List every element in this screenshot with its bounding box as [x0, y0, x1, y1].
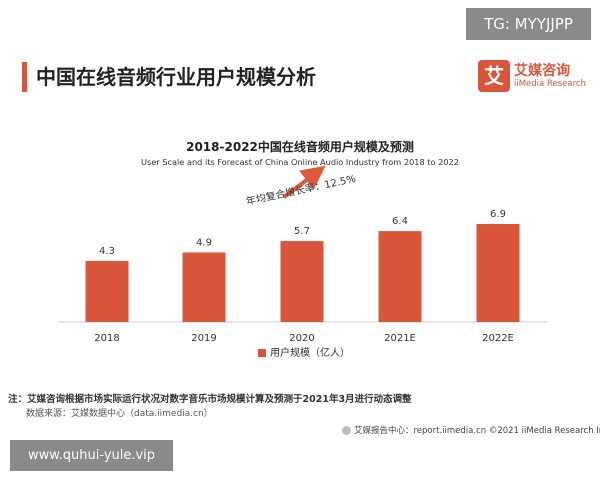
- tg-watermark-badge: TG: MYYJJPP: [466, 8, 591, 40]
- bar-2018: [85, 260, 129, 322]
- chart-legend: 用户规模（亿人）: [258, 344, 350, 359]
- page-title: 中国在线音频行业用户规模分析: [36, 65, 316, 89]
- x-tick-2019: 2019: [191, 333, 216, 344]
- data-source: 数据来源：艾媒数据中心（data.iimedia.cn）: [26, 409, 213, 419]
- logo-chinese-name: 艾媒咨询: [514, 63, 570, 79]
- report-center-icon: [342, 426, 351, 435]
- bar-2019: [182, 252, 226, 322]
- x-tick-2021E: 2021E: [384, 333, 416, 344]
- legend-label: 用户规模（亿人）: [270, 348, 350, 359]
- growth-arrow: [282, 165, 326, 199]
- data-label-2018: 4.3: [99, 246, 115, 257]
- data-label-2021E: 6.4: [392, 216, 408, 227]
- chart-subtitle: User Scale and its Forecast of China Onl…: [141, 157, 459, 167]
- url-watermark: www.quhui-yule.vip: [10, 440, 173, 471]
- x-tick-2018: 2018: [94, 333, 119, 344]
- data-label-2019: 4.9: [196, 237, 212, 248]
- bar-2022E: [476, 224, 520, 322]
- bar-2020: [280, 241, 324, 322]
- footer-credit: 艾媒报告中心：report.iimedia.cn ©2021 iiMedia R…: [342, 424, 600, 436]
- chart-title: 2018-2022中国在线音频用户规模及预测: [186, 140, 414, 154]
- x-tick-2022E: 2022E: [482, 333, 514, 344]
- footnote: 注：艾媒咨询根据市场实际运行状况对数字音乐市场规模计算及预测于2021年3月进行…: [8, 394, 412, 405]
- x-tick-2020: 2020: [289, 333, 314, 344]
- title-accent-bar: [22, 62, 27, 92]
- data-label-2020: 5.7: [294, 226, 310, 237]
- data-label-2022E: 6.9: [490, 209, 506, 220]
- bar-2021E: [378, 231, 422, 322]
- logo-english-name: iiMedia Research: [514, 79, 586, 89]
- logo-mark-icon: 艾: [478, 60, 510, 92]
- legend-swatch: [258, 349, 266, 357]
- footer-text: 艾媒报告中心：report.iimedia.cn ©2021 iiMedia R…: [354, 426, 600, 436]
- iimedia-logo: 艾 艾媒咨询 iiMedia Research: [478, 60, 588, 94]
